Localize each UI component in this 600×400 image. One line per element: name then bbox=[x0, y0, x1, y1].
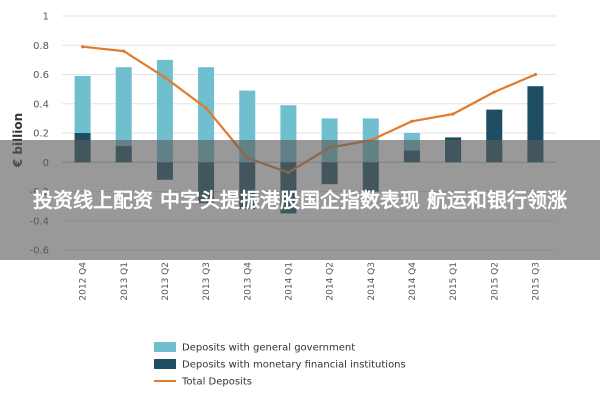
line-point bbox=[204, 106, 208, 110]
line-point bbox=[163, 75, 167, 80]
line-point bbox=[410, 119, 414, 123]
line-point bbox=[492, 90, 496, 94]
line-point bbox=[451, 112, 455, 116]
x-category-label: 2013 Q3 bbox=[202, 262, 212, 301]
x-axis-categories: 2012 Q4 2013 Q1 2013 Q2 2013 Q3 2013 Q4 2014 … bbox=[79, 262, 542, 301]
y-tick-label: 0.6 bbox=[33, 70, 49, 81]
x-category-label: 2012 Q4 bbox=[79, 262, 89, 301]
line-point bbox=[122, 49, 126, 53]
x-category-label: 2015 Q1 bbox=[449, 262, 459, 301]
y-tick-label: 0.4 bbox=[33, 99, 49, 110]
y-tick-label: 0.8 bbox=[33, 41, 49, 52]
line-point bbox=[533, 72, 538, 77]
bar-deposits-with-general-government bbox=[198, 67, 215, 163]
legend-swatch bbox=[154, 342, 176, 352]
headline-title: 投资线上配资 中字头提振港股国企指数表现 航运和银行领涨 bbox=[33, 188, 567, 212]
bar-deposits-with-general-government bbox=[156, 59, 173, 163]
line-point bbox=[80, 45, 85, 49]
legend: Deposits with general government Deposits… bbox=[154, 342, 406, 388]
x-category-label: 2014 Q2 bbox=[326, 262, 336, 301]
y-tick-label: 0.2 bbox=[33, 129, 49, 140]
x-category-label: 2013 Q4 bbox=[243, 262, 253, 301]
headline-overlay: 投资线上配资 中字头提振港股国企指数表现 航运和银行领涨 bbox=[0, 140, 600, 260]
x-category-label: 2014 Q4 bbox=[408, 262, 418, 301]
legend-label: Deposits with monetary financial institu… bbox=[182, 360, 406, 371]
x-category-label: 2013 Q1 bbox=[120, 262, 130, 301]
legend-label: Deposits with general government bbox=[182, 343, 355, 354]
x-category-label: 2015 Q3 bbox=[531, 262, 541, 301]
legend-swatch bbox=[154, 359, 176, 369]
x-category-label: 2014 Q3 bbox=[367, 262, 377, 301]
bar-deposits-with-general-government bbox=[115, 67, 132, 163]
x-category-label: 2015 Q2 bbox=[490, 262, 500, 301]
x-category-label: 2014 Q1 bbox=[284, 262, 294, 301]
x-category-label: 2013 Q2 bbox=[161, 262, 171, 301]
y-tick-label: 1 bbox=[43, 12, 49, 23]
legend-label: Total Deposits bbox=[181, 377, 252, 388]
